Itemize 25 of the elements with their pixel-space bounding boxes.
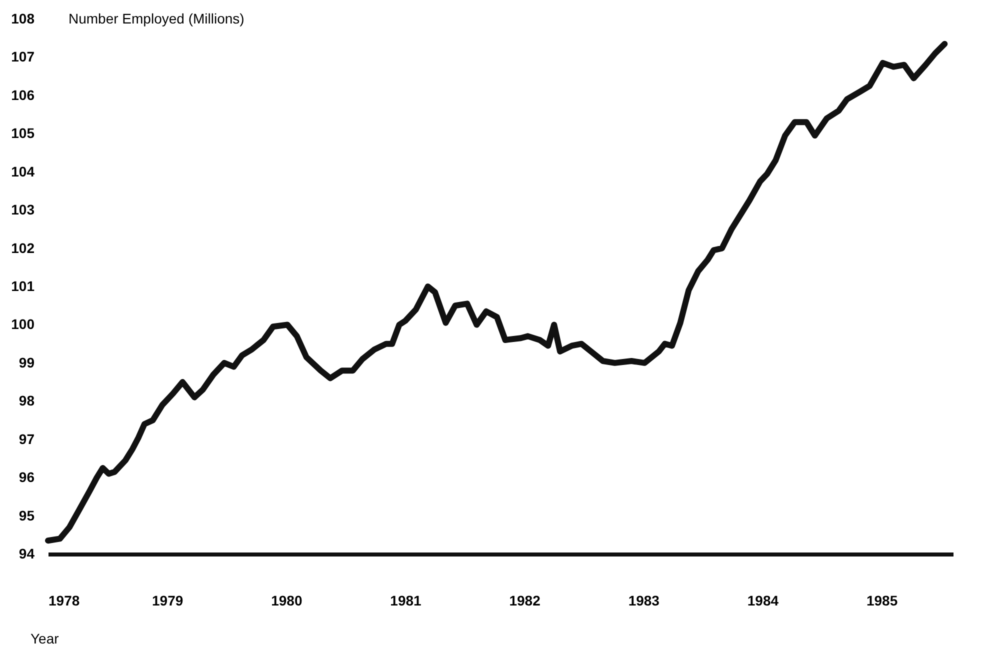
- x-tick-label: 1979: [152, 592, 184, 608]
- x-tick-label: 1982: [509, 592, 541, 608]
- y-tick-label: 106: [11, 86, 35, 103]
- x-axis-title: Year: [30, 630, 60, 646]
- y-tick-label: 95: [18, 507, 35, 524]
- y-tick-label: 98: [18, 392, 35, 409]
- x-tick-label: 1978: [48, 592, 80, 608]
- x-tick-label: 1980: [271, 592, 302, 608]
- x-tick-label: 1981: [390, 592, 422, 608]
- y-tick-label: 105: [11, 125, 35, 142]
- y-tick-label: 103: [11, 202, 35, 218]
- y-tick-label: 99: [18, 354, 35, 370]
- y-tick-label: 96: [18, 469, 35, 486]
- x-tick-label: 1983: [628, 592, 660, 608]
- y-tick-label: 101: [11, 278, 35, 294]
- y-tick-label: 102: [11, 240, 35, 256]
- y-tick-label: 108: [11, 10, 35, 26]
- y-tick-label: 97: [18, 430, 35, 447]
- y-tick-label: 107: [11, 48, 35, 65]
- x-tick-label: 1984: [747, 592, 779, 608]
- y-tick-label: 100: [11, 316, 35, 332]
- x-tick-label: 1985: [866, 592, 898, 608]
- y-axis-title: Number Employed (Millions): [68, 10, 244, 26]
- y-tick-label: 104: [11, 163, 35, 180]
- y-tick-label: 94: [18, 546, 35, 562]
